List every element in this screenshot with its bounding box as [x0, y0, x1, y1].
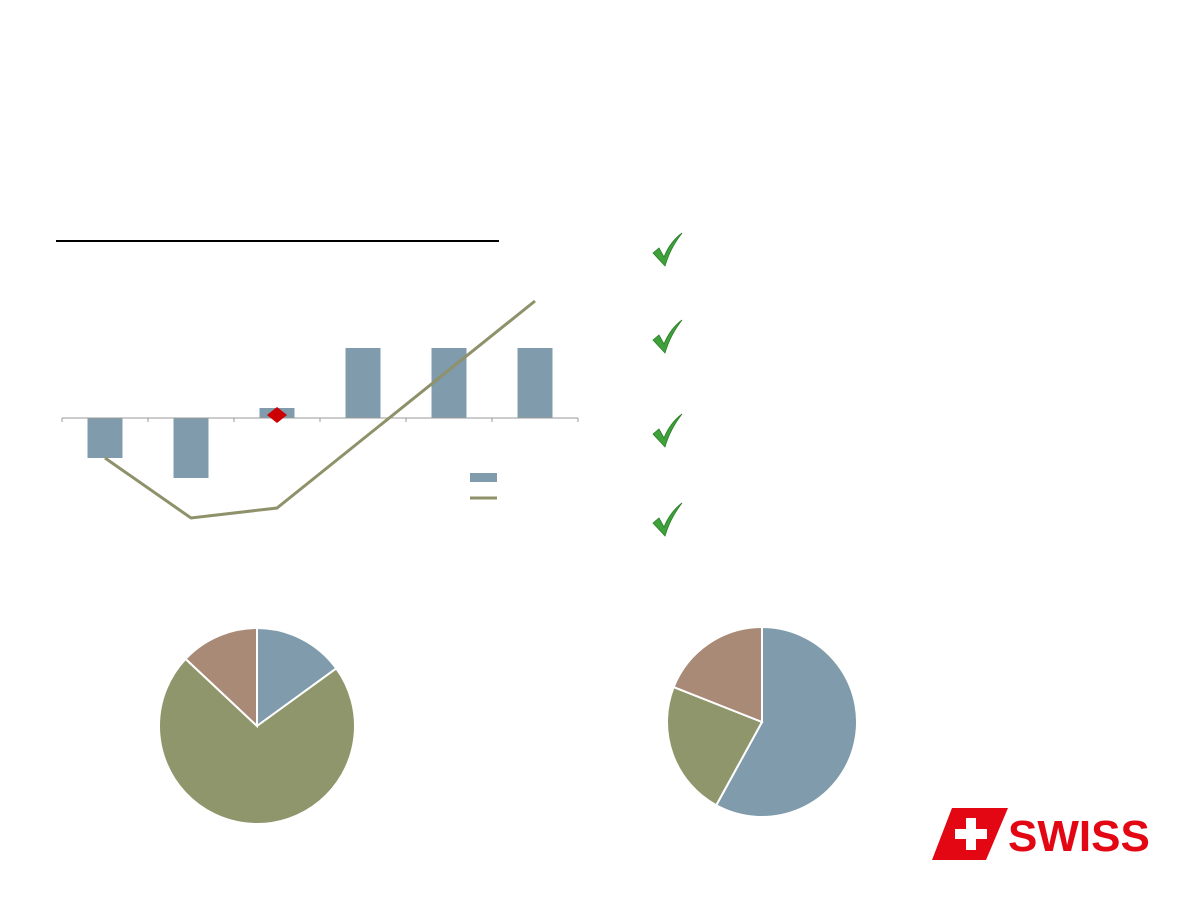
- pie-slice: [256, 626, 338, 728]
- checklist: [652, 232, 683, 537]
- chart-title-underline: [56, 240, 499, 242]
- bar: [517, 348, 553, 418]
- pie-slice: [666, 685, 764, 807]
- checkmark-icon: [652, 502, 683, 537]
- pie-chart-left: [158, 626, 356, 825]
- bar: [345, 348, 381, 418]
- diamond-marker: [267, 407, 287, 423]
- logo-wordmark: SWISS: [1008, 812, 1150, 861]
- pie-slice: [158, 657, 356, 825]
- bar-line-chart: [61, 299, 579, 520]
- legend-bar-swatch: [470, 473, 497, 482]
- pie-slice: [672, 625, 763, 724]
- swiss-logo: SWISS: [932, 808, 1150, 861]
- series-line: [104, 299, 536, 520]
- checkmark-icon: [652, 413, 683, 448]
- bar: [87, 418, 123, 458]
- checkmark-icon: [652, 232, 683, 267]
- swiss-cross-flag-icon: [932, 808, 1008, 860]
- pie-slice: [714, 625, 858, 818]
- pie-chart-right: [666, 625, 858, 818]
- checkmark-icon: [652, 319, 683, 354]
- bar: [173, 418, 209, 478]
- pie-slice: [184, 626, 258, 729]
